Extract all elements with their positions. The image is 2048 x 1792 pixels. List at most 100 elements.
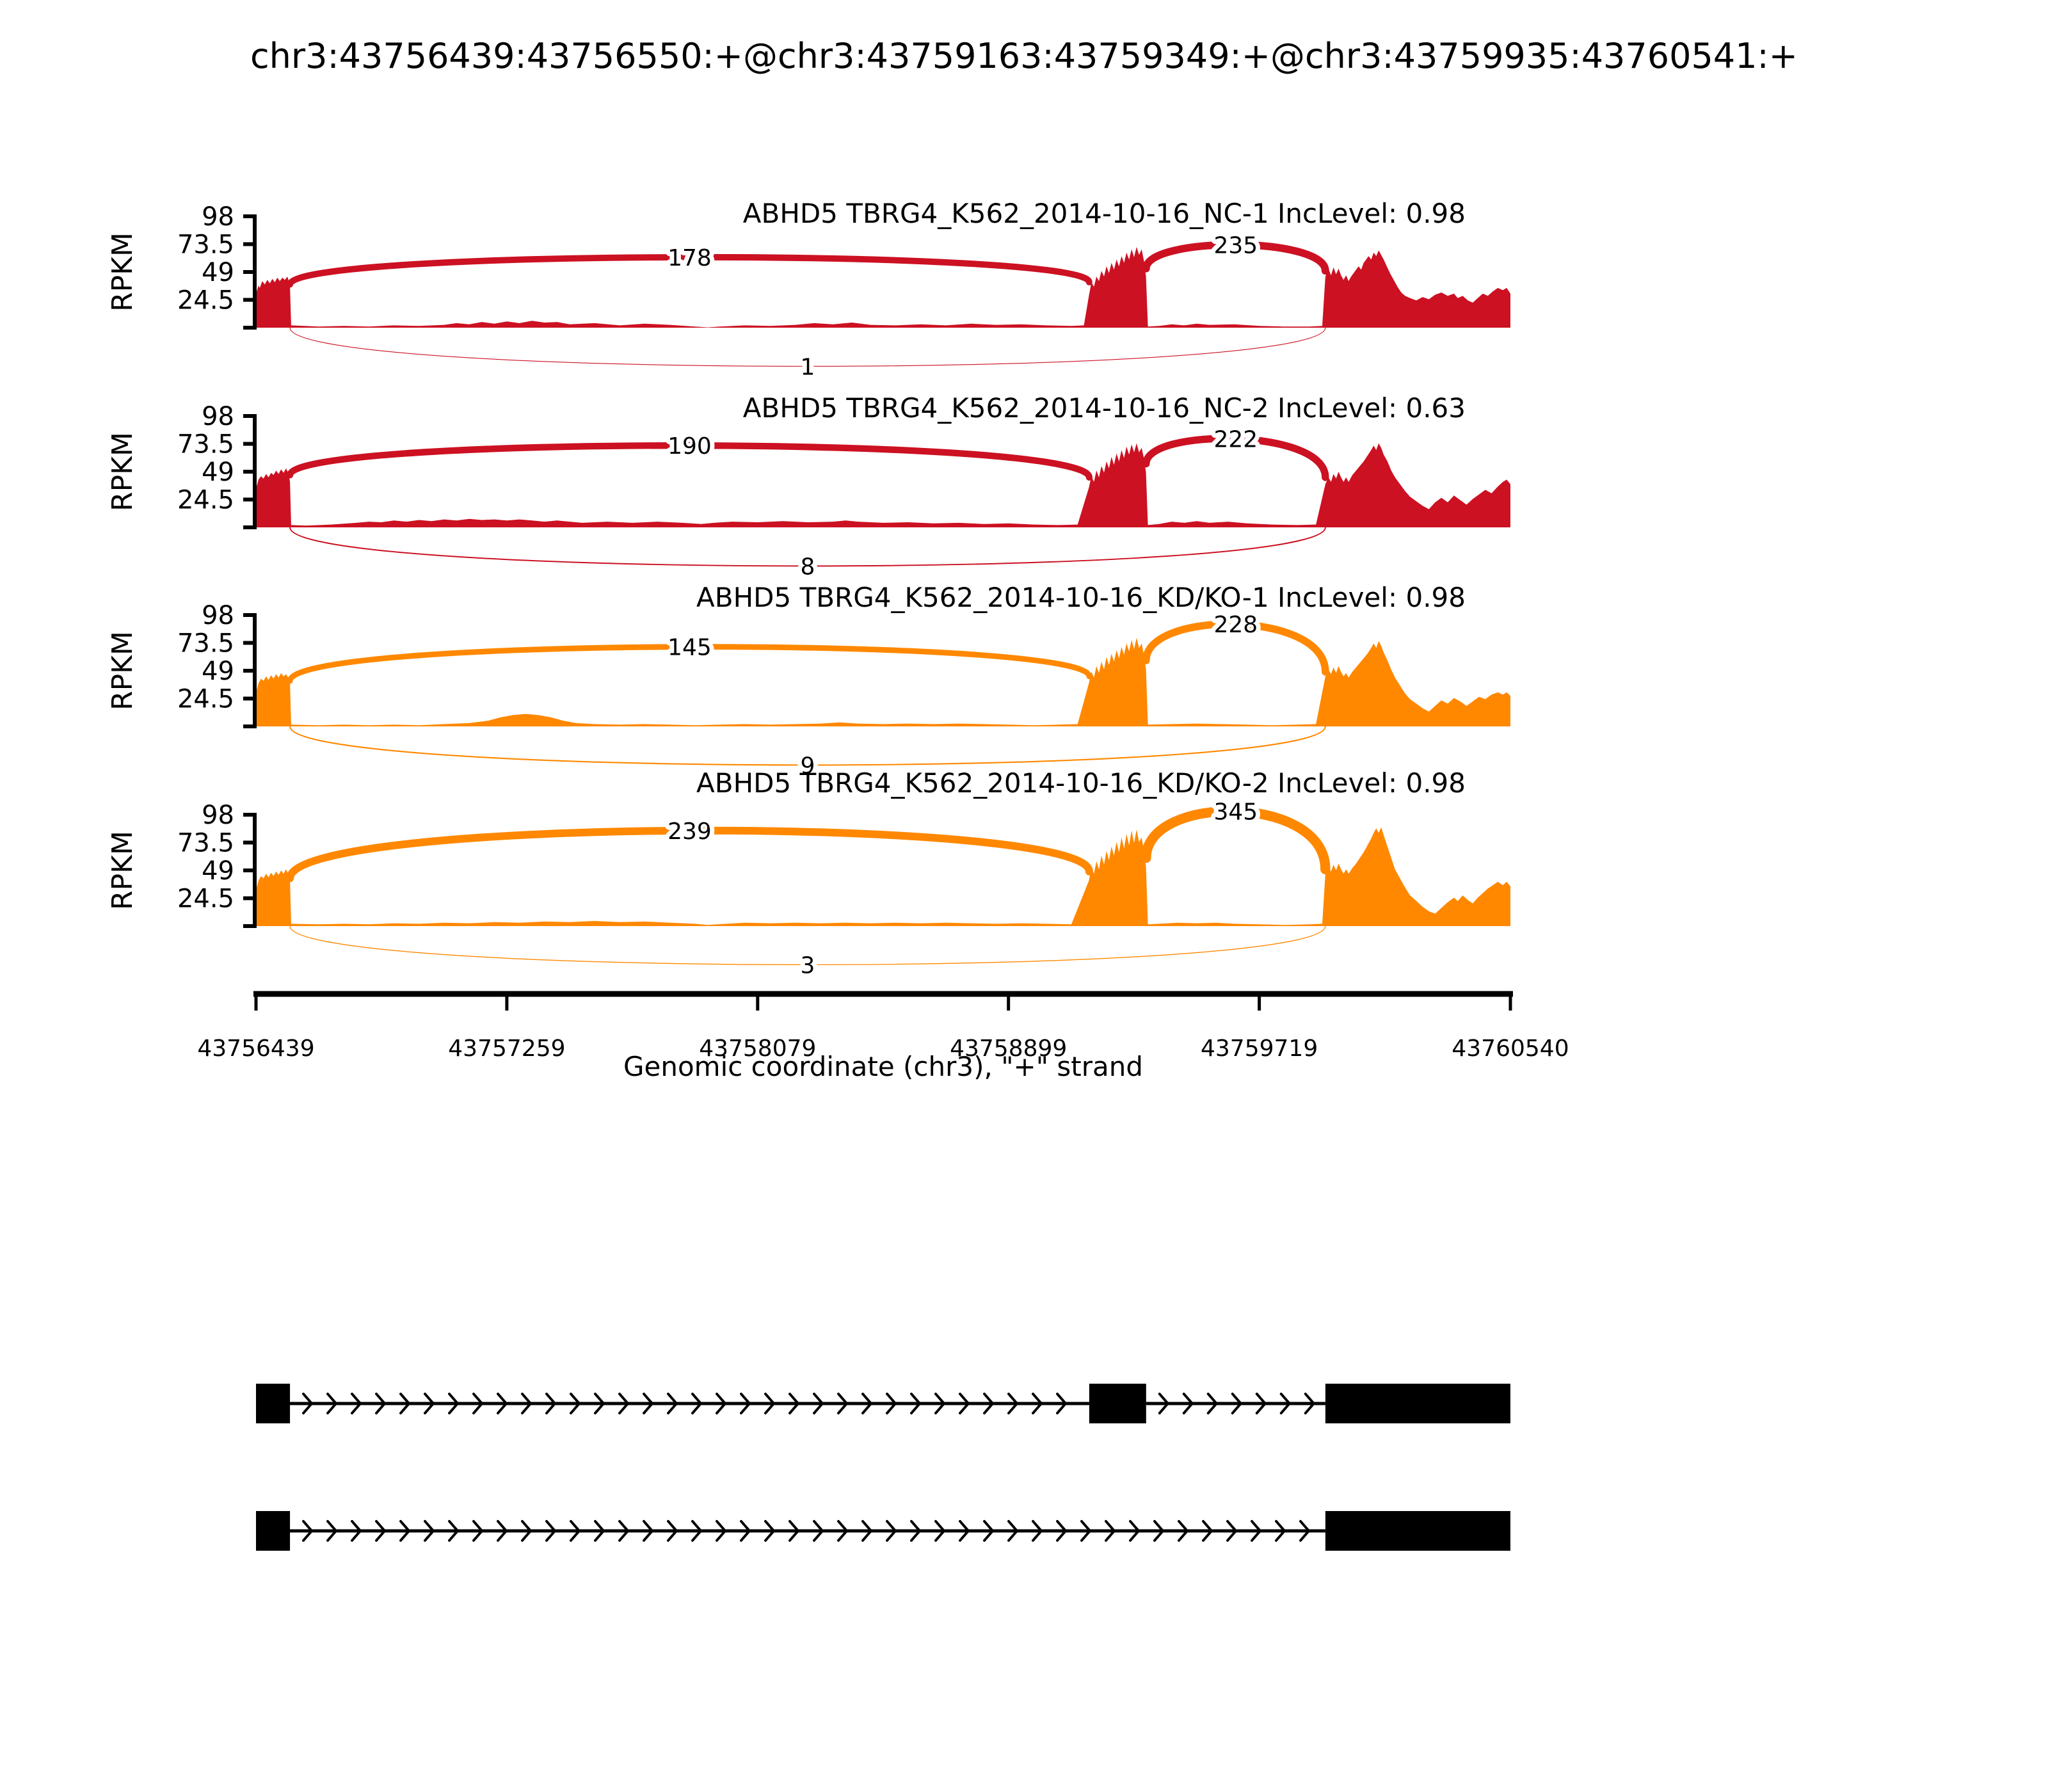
strand-arrow-icon xyxy=(351,1393,362,1414)
strand-arrow-icon xyxy=(1129,1520,1140,1542)
strand-arrow-icon xyxy=(326,1520,338,1542)
y-axis-label: RPKM xyxy=(106,232,139,312)
strand-arrow-icon xyxy=(716,1393,727,1414)
skip-junction-arc-track-0 xyxy=(289,327,1326,367)
junction-count-label: 145 xyxy=(668,635,712,661)
strand-arrow-icon xyxy=(375,1520,387,1542)
strand-arrow-icon xyxy=(934,1393,946,1414)
junction-count-label: 235 xyxy=(1213,232,1258,259)
x-axis-label: Genomic coordinate (chr3), "+" strand xyxy=(623,1051,1144,1082)
skip-junction-arc-track-2 xyxy=(289,725,1326,766)
strand-arrow-icon xyxy=(424,1520,435,1542)
strand-arrow-icon xyxy=(521,1393,532,1414)
strand-arrow-icon xyxy=(1032,1393,1043,1414)
strand-arrow-icon xyxy=(959,1520,970,1542)
y-tick-label: 24.5 xyxy=(177,685,234,714)
strand-arrow-icon xyxy=(643,1393,654,1414)
strand-arrow-icon xyxy=(545,1520,557,1542)
strand-arrow-icon xyxy=(764,1393,776,1414)
junction-arc-track-3-1 xyxy=(1141,806,1331,874)
strand-arrow-icon xyxy=(618,1393,630,1414)
strand-arrow-icon xyxy=(1226,1520,1238,1542)
strand-arrow-icon xyxy=(1299,1520,1311,1542)
strand-arrow-icon xyxy=(497,1520,508,1542)
y-tick-label: 24.5 xyxy=(177,486,234,515)
strand-arrow-icon xyxy=(1202,1520,1213,1542)
skip-junction-count-label: 3 xyxy=(800,952,815,979)
junction-arc-track-1-0 xyxy=(286,442,1093,481)
strand-arrow-icon xyxy=(886,1520,897,1542)
junction-count-label: 228 xyxy=(1213,612,1258,638)
x-tick-label: 43757259 xyxy=(448,1036,565,1062)
strand-arrow-icon xyxy=(1279,1393,1292,1414)
skip-junction-arc-track-1 xyxy=(289,527,1326,567)
y-tick-label: 98 xyxy=(202,402,234,431)
track-title: ABHD5 TBRG4_K562_2014-10-16_KD/KO-2 IncL… xyxy=(696,767,1466,799)
strand-arrow-icon xyxy=(326,1393,338,1414)
junction-arc-track-0-0 xyxy=(287,253,1092,288)
track-title: ABHD5 TBRG4_K562_2014-10-16_KD/KO-1 IncL… xyxy=(696,582,1466,613)
coverage-area-track-0 xyxy=(256,246,1510,328)
strand-arrow-icon xyxy=(959,1393,970,1414)
strand-arrow-icon xyxy=(1032,1520,1043,1542)
y-tick-label: 73.5 xyxy=(177,230,234,260)
strand-arrow-icon xyxy=(521,1520,532,1542)
exon-box xyxy=(256,1384,291,1423)
strand-arrow-icon xyxy=(983,1393,995,1414)
skip-junction-arc-track-3 xyxy=(289,925,1326,966)
y-tick-label: 73.5 xyxy=(177,829,234,858)
strand-arrow-icon xyxy=(302,1520,314,1542)
strand-arrow-icon xyxy=(1255,1393,1267,1414)
exon-box xyxy=(1089,1384,1146,1423)
strand-arrow-icon xyxy=(1007,1520,1019,1542)
y-tick-label: 98 xyxy=(202,202,234,232)
strand-arrow-icon xyxy=(399,1520,411,1542)
y-axis-label: RPKM xyxy=(106,432,139,511)
x-tick-label: 43758079 xyxy=(699,1036,816,1062)
strand-arrow-icon xyxy=(861,1520,873,1542)
isoform-2 xyxy=(256,1511,1510,1551)
coverage-area-track-2 xyxy=(256,637,1510,726)
junction-count-label: 345 xyxy=(1213,799,1258,826)
strand-arrow-icon xyxy=(570,1520,581,1542)
strand-arrow-icon xyxy=(910,1393,922,1414)
page-title: chr3:43756439:43756550:+@chr3:43759163:4… xyxy=(250,36,1798,76)
track-title: ABHD5 TBRG4_K562_2014-10-16_NC-2 IncLeve… xyxy=(743,392,1466,424)
strand-arrow-icon xyxy=(1158,1393,1170,1414)
strand-arrow-icon xyxy=(667,1520,678,1542)
strand-arrow-icon xyxy=(570,1393,581,1414)
strand-arrow-icon xyxy=(667,1393,678,1414)
strand-arrow-icon xyxy=(472,1393,484,1414)
x-tick-label: 43759719 xyxy=(1201,1036,1318,1062)
strand-arrow-icon xyxy=(934,1520,946,1542)
junction-arc-track-3-0 xyxy=(286,826,1093,883)
x-tick-label: 43758899 xyxy=(950,1036,1067,1062)
strand-arrow-icon xyxy=(740,1520,751,1542)
junction-count-label: 239 xyxy=(668,819,712,845)
strand-arrow-icon xyxy=(448,1393,460,1414)
exon-box xyxy=(1325,1384,1510,1423)
track-title: ABHD5 TBRG4_K562_2014-10-16_NC-1 IncLeve… xyxy=(743,198,1466,229)
junction-arc-track-0-1 xyxy=(1142,241,1329,275)
strand-arrow-icon xyxy=(497,1393,508,1414)
strand-arrow-icon xyxy=(1007,1393,1019,1414)
strand-arrow-icon xyxy=(740,1393,751,1414)
strand-arrow-icon xyxy=(351,1520,362,1542)
strand-arrow-icon xyxy=(1056,1393,1068,1414)
x-tick-label: 43760540 xyxy=(1452,1036,1569,1062)
strand-arrow-icon xyxy=(886,1393,897,1414)
strand-arrow-icon xyxy=(302,1393,314,1414)
strand-arrow-icon xyxy=(1275,1520,1286,1542)
coverage-area-track-1 xyxy=(256,443,1510,527)
y-tick-label: 98 xyxy=(202,601,234,630)
junction-arc-track-2-1 xyxy=(1142,620,1329,676)
y-axis-label: RPKM xyxy=(106,831,139,910)
y-tick-label: 49 xyxy=(202,258,234,287)
y-tick-label: 49 xyxy=(202,657,234,686)
y-tick-label: 98 xyxy=(202,801,234,830)
skip-junction-count-label: 8 xyxy=(800,554,815,580)
strand-arrow-icon xyxy=(399,1393,411,1414)
strand-arrow-icon xyxy=(837,1393,849,1414)
isoform-1 xyxy=(256,1384,1510,1423)
strand-arrow-icon xyxy=(448,1520,460,1542)
